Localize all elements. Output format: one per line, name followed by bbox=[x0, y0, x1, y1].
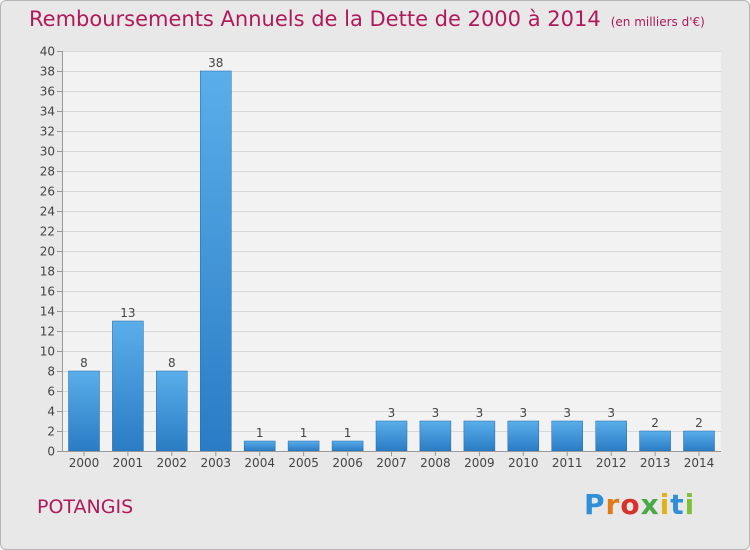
bar-value-label: 2 bbox=[695, 416, 703, 430]
bar bbox=[683, 430, 715, 452]
logo-letter: r bbox=[605, 488, 621, 521]
x-tick-label: 2006 bbox=[332, 456, 363, 470]
bar-value-label: 38 bbox=[208, 56, 223, 70]
y-tick-label: 10 bbox=[40, 345, 55, 359]
chart-subtitle: (en milliers d'€) bbox=[610, 15, 705, 29]
x-tick-label: 2007 bbox=[376, 456, 407, 470]
bar-value-label: 3 bbox=[388, 406, 396, 420]
y-tick-label: 12 bbox=[40, 325, 55, 339]
y-tick-label: 18 bbox=[40, 265, 55, 279]
x-tick-label: 2010 bbox=[508, 456, 539, 470]
bar bbox=[419, 420, 452, 452]
y-tick-label: 22 bbox=[40, 225, 55, 239]
bars bbox=[68, 70, 715, 452]
bar-value-label: 3 bbox=[607, 406, 615, 420]
y-tick-label: 6 bbox=[47, 385, 55, 399]
chart-title-text: Remboursements Annuels de la Dette de 20… bbox=[29, 7, 601, 31]
logo-letter: i bbox=[684, 488, 696, 521]
bar bbox=[595, 420, 627, 452]
bar-value-label: 8 bbox=[168, 356, 176, 370]
y-tick-label: 2 bbox=[47, 425, 55, 439]
bar bbox=[375, 420, 408, 452]
bar-value-label: 1 bbox=[300, 426, 308, 440]
grid-lines bbox=[62, 51, 721, 452]
bar-value-label: 3 bbox=[563, 406, 571, 420]
bar bbox=[463, 420, 496, 452]
logo-letter: t bbox=[670, 488, 685, 521]
y-tick-label: 40 bbox=[40, 45, 55, 59]
x-axis-ticks: 2000 2001 2002 2003 2004 2005 2006 2007 2008 2009… bbox=[69, 451, 715, 470]
y-tick-label: 0 bbox=[47, 445, 55, 459]
proxiti-logo: Proxiti bbox=[584, 488, 695, 521]
bar bbox=[243, 440, 276, 452]
bar-value-label: 1 bbox=[344, 426, 352, 440]
y-tick-label: 8 bbox=[47, 365, 55, 379]
bar bbox=[639, 430, 671, 452]
bar bbox=[331, 440, 364, 452]
x-tick-label: 2011 bbox=[552, 456, 583, 470]
y-tick-label: 36 bbox=[40, 85, 55, 99]
y-tick-label: 26 bbox=[40, 185, 55, 199]
x-tick-label: 2001 bbox=[113, 456, 144, 470]
bar bbox=[156, 370, 188, 452]
logo-letter: P bbox=[584, 488, 606, 521]
x-tick-label: 2002 bbox=[157, 456, 188, 470]
y-tick-label: 24 bbox=[40, 205, 55, 219]
x-tick-label: 2000 bbox=[69, 456, 100, 470]
logo-letter: o bbox=[620, 488, 641, 521]
y-tick-label: 20 bbox=[40, 245, 55, 259]
bar bbox=[551, 420, 583, 452]
y-tick-label: 14 bbox=[40, 305, 55, 319]
y-tick-label: 38 bbox=[40, 65, 55, 79]
bar-value-label: 8 bbox=[80, 356, 88, 370]
logo-letter: i bbox=[659, 488, 671, 521]
place-name: POTANGIS bbox=[37, 496, 134, 518]
y-tick-label: 4 bbox=[47, 405, 55, 419]
bar-value-label: 3 bbox=[476, 406, 484, 420]
x-tick-label: 2004 bbox=[244, 456, 275, 470]
x-tick-label: 2003 bbox=[201, 456, 232, 470]
logo-letter: x bbox=[640, 488, 660, 521]
x-tick-label: 2014 bbox=[684, 456, 715, 470]
y-tick-label: 34 bbox=[40, 105, 55, 119]
x-tick-label: 2008 bbox=[420, 456, 451, 470]
bar-value-label: 3 bbox=[519, 406, 527, 420]
bar-value-label: 2 bbox=[651, 416, 659, 430]
y-tick-label: 28 bbox=[40, 165, 55, 179]
bar-value-label: 3 bbox=[432, 406, 440, 420]
x-tick-label: 2009 bbox=[464, 456, 495, 470]
bar bbox=[507, 420, 540, 452]
x-tick-label: 2005 bbox=[288, 456, 319, 470]
bar bbox=[200, 70, 232, 452]
chart-title: Remboursements Annuels de la Dette de 20… bbox=[29, 7, 705, 31]
y-tick-label: 32 bbox=[40, 125, 55, 139]
bar bbox=[68, 370, 100, 452]
bar bbox=[112, 320, 144, 452]
bar-value-label: 1 bbox=[256, 426, 264, 440]
y-tick-label: 16 bbox=[40, 285, 55, 299]
bar bbox=[287, 440, 320, 452]
x-tick-label: 2012 bbox=[596, 456, 627, 470]
y-tick-label: 30 bbox=[40, 145, 55, 159]
x-tick-label: 2013 bbox=[640, 456, 671, 470]
bar-value-label: 13 bbox=[120, 306, 135, 320]
